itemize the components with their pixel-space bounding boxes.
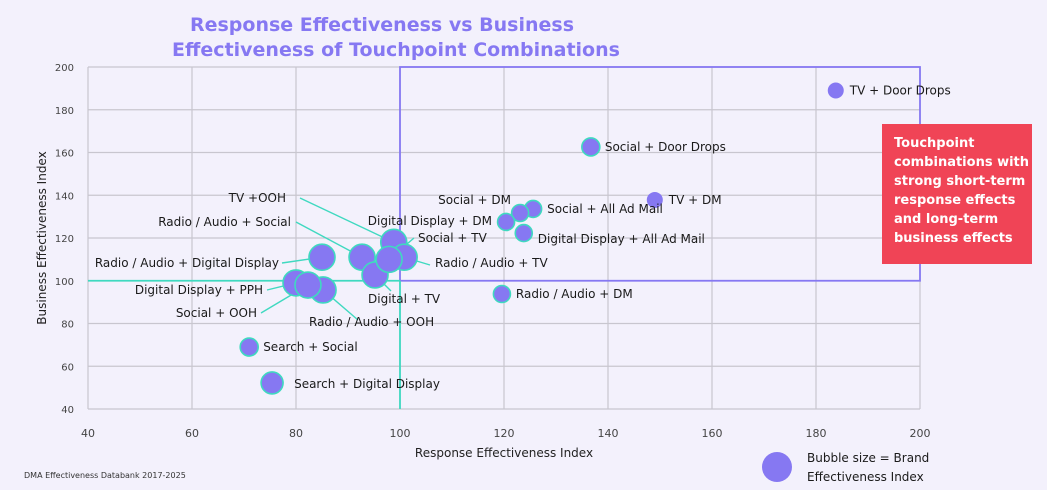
- x-tick-label: 120: [494, 427, 515, 440]
- bubble: [581, 137, 601, 157]
- chart-title-line-1: Response Effectiveness vs Business: [190, 14, 574, 36]
- bubble: [308, 243, 336, 272]
- point-labels: TV + Door Drops Social + Door Drops TV + D…: [95, 84, 951, 391]
- grid: [87, 66, 921, 410]
- point-label: TV +OOH: [228, 191, 286, 205]
- point-label: Social + All Ad Mail: [547, 202, 663, 216]
- point-label: Radio / Audio + OOH: [309, 315, 434, 329]
- point-label: Social + DM: [438, 193, 511, 207]
- bubble: [294, 271, 322, 299]
- point-label: Radio / Audio + Digital Display: [95, 256, 279, 270]
- size-legend-line-2: Effectiveness Index: [807, 470, 924, 484]
- x-tick-label: 180: [806, 427, 827, 440]
- y-tick-label: 140: [55, 191, 74, 202]
- y-tick-label: 120: [55, 234, 74, 245]
- callout-line: strong short-term: [894, 174, 1026, 189]
- x-tick-label: 200: [910, 427, 931, 440]
- x-tick-label: 160: [702, 427, 723, 440]
- x-axis-label: Response Effectiveness Index: [415, 446, 593, 460]
- y-tick-label: 180: [55, 106, 74, 117]
- point-label: TV + Door Drops: [849, 84, 951, 98]
- y-tick-label: 40: [61, 405, 74, 416]
- bubble: [510, 203, 530, 223]
- bubble: [260, 371, 284, 395]
- point-label: Radio / Audio + DM: [516, 287, 633, 301]
- point-label: Digital Display + All Ad Mail: [538, 232, 705, 246]
- x-tick-label: 60: [185, 427, 199, 440]
- x-tick-label: 40: [81, 427, 95, 440]
- chart-title-line-2: Effectiveness of Touchpoint Combinations: [172, 39, 620, 61]
- callout-line: response effects: [894, 193, 1016, 208]
- bubble: [827, 82, 844, 99]
- point-label: Digital Display + DM: [368, 214, 492, 228]
- point-label: Social + TV: [418, 231, 488, 245]
- x-axis-ticks: 40 60 80 100 120 140 160 180 200: [81, 427, 931, 440]
- point-label: Digital Display + PPH: [135, 283, 263, 297]
- size-legend-line-1: Bubble size = Brand: [807, 451, 929, 465]
- y-tick-label: 60: [61, 362, 74, 373]
- highlight-callout: Touchpoint combinations with strong shor…: [882, 124, 1032, 264]
- bubble: [492, 284, 512, 304]
- callout-line: Touchpoint: [894, 136, 975, 151]
- x-tick-label: 140: [598, 427, 619, 440]
- bubble: [239, 337, 259, 357]
- x-tick-label: 100: [390, 427, 411, 440]
- point-label: Radio / Audio + TV: [435, 256, 549, 270]
- bubble: [375, 245, 403, 274]
- callout-line: and long-term: [894, 212, 999, 227]
- leader-line: [299, 197, 395, 243]
- y-tick-label: 100: [55, 277, 74, 288]
- point-label: Digital + TV: [368, 292, 441, 306]
- callout-line: business effects: [894, 231, 1013, 246]
- highlight-region-box: [399, 66, 921, 282]
- y-axis-ticks: 40 60 80 100 120 140 160 180 200: [55, 63, 74, 416]
- bubble: [514, 223, 534, 243]
- point-label: Radio / Audio + Social: [158, 215, 291, 229]
- point-label: Search + Digital Display: [294, 377, 440, 391]
- y-tick-label: 160: [55, 149, 74, 160]
- size-legend-bubble: [762, 452, 792, 482]
- point-label: Social + OOH: [176, 306, 257, 320]
- source-note: DMA Effectiveness Databank 2017-2025: [24, 471, 186, 480]
- point-label: TV + DM: [668, 193, 722, 207]
- point-label: Search + Social: [263, 340, 358, 354]
- x-tick-label: 80: [289, 427, 303, 440]
- y-tick-label: 200: [55, 63, 74, 74]
- callout-line: combinations with: [894, 155, 1030, 170]
- bubble: [496, 212, 516, 232]
- bubbles: [239, 82, 844, 395]
- point-label: Social + Door Drops: [605, 140, 726, 154]
- y-tick-label: 80: [61, 320, 74, 331]
- bubble: [646, 191, 663, 208]
- y-axis-label: Business Effectiveness Index: [35, 151, 49, 324]
